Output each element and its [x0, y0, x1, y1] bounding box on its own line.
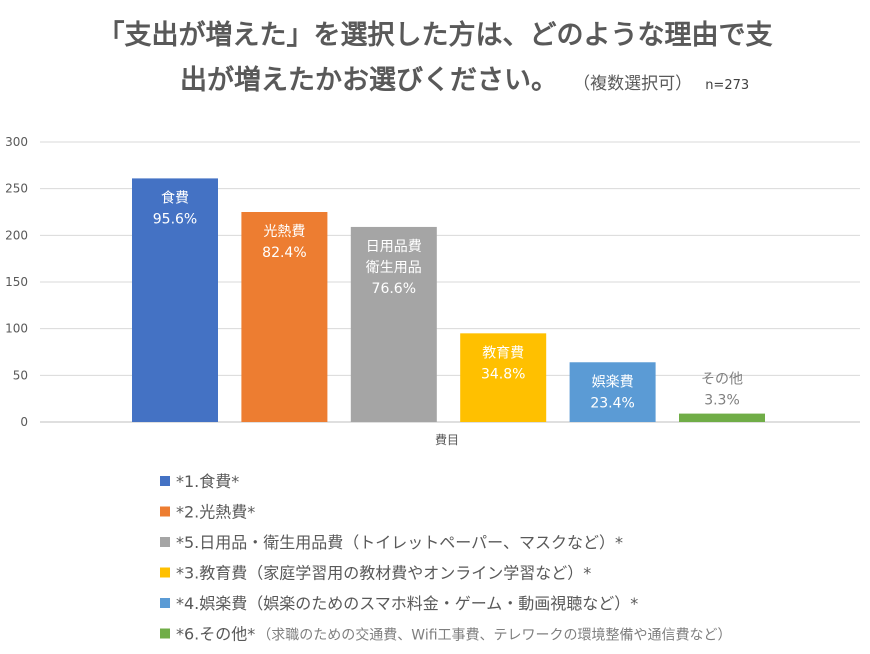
bar — [460, 333, 547, 422]
data-label: 娯楽費 — [592, 374, 634, 390]
legend-entry: *1.食費* — [176, 472, 239, 491]
data-label: 3.3% — [704, 393, 740, 409]
y-tick-label: 50 — [13, 368, 28, 382]
legend-swatch — [160, 598, 170, 608]
data-label: 食費 — [161, 189, 189, 206]
chart-title-line2-group: 出が増えたかお選びください。 （複数選択可） n=273 — [180, 64, 749, 96]
legend-label: *5.日用品・衛生用品費（トイレットペーパー、マスクなど）* — [176, 533, 623, 552]
data-label: 光熱費 — [263, 224, 305, 240]
data-label: 82.4% — [262, 245, 306, 261]
chart-title-line1: 「支出が増えた」を選択した方は、どのような理由で支 — [98, 19, 773, 51]
legend-label: *6.その他* — [176, 625, 255, 644]
legend-swatch — [160, 476, 170, 486]
legend-swatch — [160, 537, 170, 547]
data-label: 衛生用品 — [366, 260, 422, 276]
sample-size: n=273 — [705, 78, 749, 93]
y-axis: 0 50 100 150 200 250 300 — [5, 135, 28, 429]
legend-swatch — [160, 506, 170, 517]
bar — [350, 226, 437, 422]
legend-entry: *3.教育費（家庭学習用の教材費やオンライン学習など）* — [176, 564, 591, 583]
data-label: 日用品費 — [366, 239, 422, 255]
legend-swatch — [160, 628, 170, 639]
data-label: その他 — [701, 372, 743, 388]
data-label: 教育費 — [482, 345, 524, 361]
data-label: 34.8% — [481, 366, 525, 382]
bar — [132, 178, 218, 422]
y-tick-label: 150 — [5, 275, 28, 289]
y-tick-label: 200 — [5, 228, 28, 242]
legend: *1.食費* *2.光熱費* *5.日用品・衛生用品費（トイレットペーパー、マスクな… — [160, 472, 732, 644]
chart-title-line2: 出が増えたかお選びください。 — [180, 64, 558, 96]
legend-entry: *6.その他* （求職のための交通費、Wifi工事費、テレワークの環境整備や通信費… — [176, 625, 732, 644]
legend-label: *4.娯楽費（娯楽のためのスマホ料金・ゲーム・動画視聴など）* — [176, 594, 638, 613]
bar — [679, 413, 765, 422]
data-label: 95.6% — [153, 211, 197, 227]
bar — [569, 362, 656, 422]
legend-note: （求職のための交通費、Wifi工事費、テレワークの環境整備や通信費など） — [257, 627, 731, 644]
legend-entry: *2.光熱費* — [176, 503, 255, 522]
legend-entry: *4.娯楽費（娯楽のためのスマホ料金・ゲーム・動画視聴など）* — [176, 594, 638, 613]
data-label: 76.6% — [372, 281, 416, 297]
bar — [241, 212, 328, 422]
bars — [132, 178, 765, 422]
y-tick-label: 300 — [5, 135, 28, 149]
y-tick-label: 100 — [5, 322, 28, 336]
y-tick-label: 0 — [20, 415, 28, 429]
y-tick-label: 250 — [5, 182, 28, 196]
legend-swatch — [160, 567, 170, 578]
chart-title-note: （複数選択可） — [573, 74, 692, 94]
legend-entry: *5.日用品・衛生用品費（トイレットペーパー、マスクなど）* — [176, 533, 623, 552]
legend-label: *2.光熱費* — [176, 503, 255, 522]
legend-label: *3.教育費（家庭学習用の教材費やオンライン学習など）* — [176, 564, 591, 583]
x-axis-label: 費目 — [435, 432, 459, 447]
legend-label: *1.食費* — [176, 472, 239, 491]
data-label: 23.4% — [590, 395, 634, 411]
